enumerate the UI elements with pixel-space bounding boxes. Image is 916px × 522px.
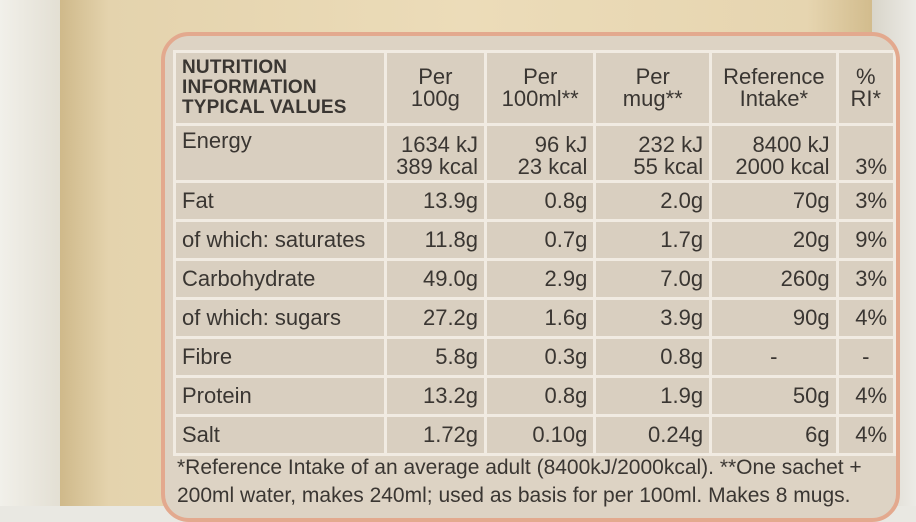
value-percent-ri: 9% bbox=[835, 219, 896, 261]
value-per-mug: 0.8g bbox=[593, 336, 713, 378]
nutrition-panel: NUTRITION INFORMATION TYPICAL VALUES Per… bbox=[161, 32, 900, 522]
header-per-mug: Per mug** bbox=[593, 50, 713, 126]
value-per-100g: 13.2g bbox=[383, 375, 488, 417]
header-per-100g: Per 100g bbox=[383, 50, 488, 126]
nutrition-table: NUTRITION INFORMATION TYPICAL VALUES Per… bbox=[173, 50, 896, 456]
value-per-100ml: 0.3g bbox=[484, 336, 597, 378]
energy-row: Energy 1634 kJ 389 kcal 96 kJ 23 kcal 23… bbox=[173, 123, 896, 183]
value-per-mug: 2.0g bbox=[593, 180, 713, 222]
nutrient-name: Fibre bbox=[173, 336, 387, 378]
value-per-100ml: 1.6g bbox=[484, 297, 597, 339]
value-per-100g: 11.8g bbox=[383, 219, 488, 261]
value-per-100ml: 0.8g bbox=[484, 375, 597, 417]
value-per-100g: 49.0g bbox=[383, 258, 488, 300]
nutrient-name: Fat bbox=[173, 180, 387, 222]
value-per-100g: 5.8g bbox=[383, 336, 488, 378]
value-reference-intake: 90g bbox=[709, 297, 839, 339]
nutrient-name: Energy bbox=[173, 123, 387, 183]
product-packaging: NUTRITION INFORMATION TYPICAL VALUES Per… bbox=[60, 0, 900, 522]
footnote: *Reference Intake of an average adult (8… bbox=[177, 454, 896, 510]
value-per-mug: 0.24g bbox=[593, 414, 713, 456]
nutrient-name: Protein bbox=[173, 375, 387, 417]
value-percent-ri: 3% bbox=[835, 258, 896, 300]
header-label-line: TYPICAL VALUES bbox=[182, 97, 347, 118]
header-reference-intake: Reference Intake* bbox=[709, 50, 839, 126]
value-per-100g: 27.2g bbox=[383, 297, 488, 339]
table-row: of which: sugars 27.2g 1.6g 3.9g 90g 4% bbox=[173, 297, 896, 339]
value-per-mug: 7.0g bbox=[593, 258, 713, 300]
header-label-line: INFORMATION bbox=[182, 77, 317, 98]
value-percent-ri: 4% bbox=[835, 375, 896, 417]
value-reference-intake: 70g bbox=[709, 180, 839, 222]
header-row: NUTRITION INFORMATION TYPICAL VALUES Per… bbox=[173, 50, 896, 126]
value-reference-intake: - bbox=[709, 336, 839, 378]
value-percent-ri: 3% bbox=[835, 180, 896, 222]
header-per-100ml: Per 100ml** bbox=[484, 50, 597, 126]
table-row: Protein 13.2g 0.8g 1.9g 50g 4% bbox=[173, 375, 896, 417]
footnote-line: 200ml water, makes 240ml; used as basis … bbox=[177, 484, 851, 507]
table-row: of which: saturates 11.8g 0.7g 1.7g 20g … bbox=[173, 219, 896, 261]
value-per-100ml: 0.8g bbox=[484, 180, 597, 222]
value-per-100ml: 2.9g bbox=[484, 258, 597, 300]
header-label: NUTRITION INFORMATION TYPICAL VALUES bbox=[173, 50, 387, 126]
value-per-100ml: 0.10g bbox=[484, 414, 597, 456]
nutrient-name: of which: saturates bbox=[173, 219, 387, 261]
table-row: Carbohydrate 49.0g 2.9g 7.0g 260g 3% bbox=[173, 258, 896, 300]
value-reference-intake: 50g bbox=[709, 375, 839, 417]
header-label-line: NUTRITION bbox=[182, 57, 288, 78]
value-percent-ri: 4% bbox=[835, 297, 896, 339]
value-percent-ri: 4% bbox=[835, 414, 896, 456]
table-row: Salt 1.72g 0.10g 0.24g 6g 4% bbox=[173, 414, 896, 456]
table-row: Fat 13.9g 0.8g 2.0g 70g 3% bbox=[173, 180, 896, 222]
value-per-mug: 1.9g bbox=[593, 375, 713, 417]
nutrient-name: Salt bbox=[173, 414, 387, 456]
energy-percent-ri: 3% bbox=[835, 123, 896, 183]
value-percent-ri: - bbox=[835, 336, 896, 378]
value-per-mug: 1.7g bbox=[593, 219, 713, 261]
value-reference-intake: 260g bbox=[709, 258, 839, 300]
table-row: Fibre 5.8g 0.3g 0.8g - - bbox=[173, 336, 896, 378]
nutrient-name: of which: sugars bbox=[173, 297, 387, 339]
header-percent-ri: % RI* bbox=[835, 50, 896, 126]
value-reference-intake: 20g bbox=[709, 219, 839, 261]
value-per-mug: 3.9g bbox=[593, 297, 713, 339]
energy-per-100g: 1634 kJ 389 kcal bbox=[383, 123, 488, 183]
footnote-line: *Reference Intake of an average adult (8… bbox=[177, 456, 862, 479]
value-per-100g: 13.9g bbox=[383, 180, 488, 222]
energy-per-mug: 232 kJ 55 kcal bbox=[593, 123, 713, 183]
energy-per-100ml: 96 kJ 23 kcal bbox=[484, 123, 597, 183]
value-reference-intake: 6g bbox=[709, 414, 839, 456]
nutrient-name: Carbohydrate bbox=[173, 258, 387, 300]
background-left bbox=[0, 0, 64, 506]
value-per-100g: 1.72g bbox=[383, 414, 488, 456]
energy-reference-intake: 8400 kJ 2000 kcal bbox=[709, 123, 839, 183]
value-per-100ml: 0.7g bbox=[484, 219, 597, 261]
